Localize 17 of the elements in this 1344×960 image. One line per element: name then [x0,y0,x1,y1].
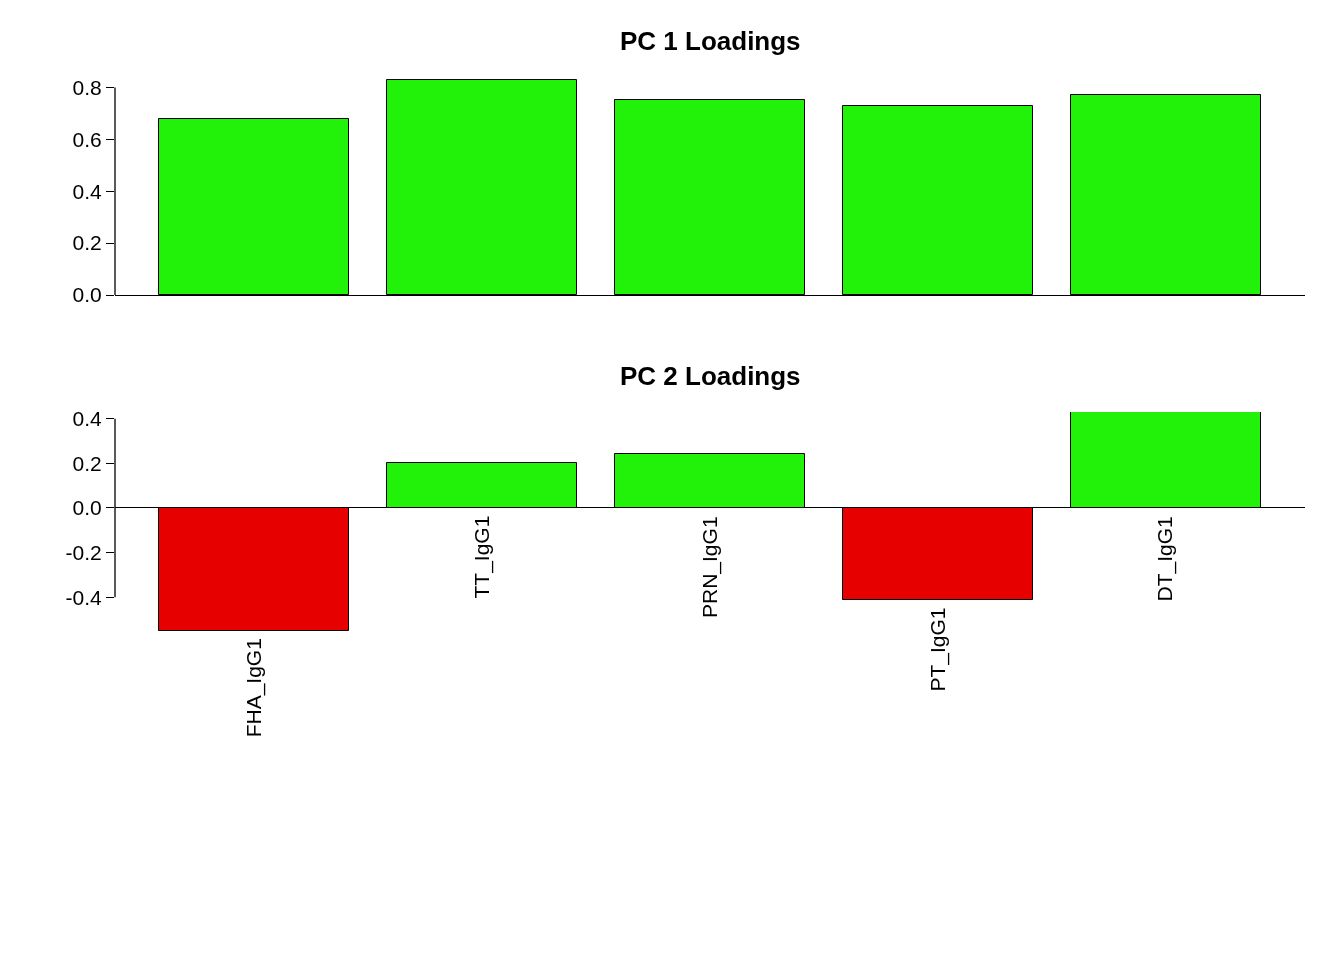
y-tick-label: 0.6 [72,127,102,151]
x-tick-label: TT_IgG1 [469,515,494,599]
y-tick-label: 0.0 [72,496,102,520]
y-tick-label: 0.4 [72,407,103,431]
chart-title: PC 1 Loadings [620,26,801,56]
x-tick-label: DT_IgG1 [1153,516,1178,602]
y-tick-label: -0.4 [65,585,103,609]
chart-title: PC 2 Loadings [620,361,801,391]
x-tick-label: PT_IgG1 [926,607,951,692]
y-tick-label: 0.8 [72,75,102,99]
y-tick-label: -0.2 [65,540,102,564]
x-tick-label: PRN_IgG1 [698,516,723,618]
y-tick-label: 0.2 [72,451,102,475]
y-tick-label: 0.2 [72,231,102,255]
x-tick-label: FHA_IgG1 [241,638,266,738]
y-tick-label: 0.0 [72,283,102,307]
y-tick-label: 0.4 [72,179,103,203]
